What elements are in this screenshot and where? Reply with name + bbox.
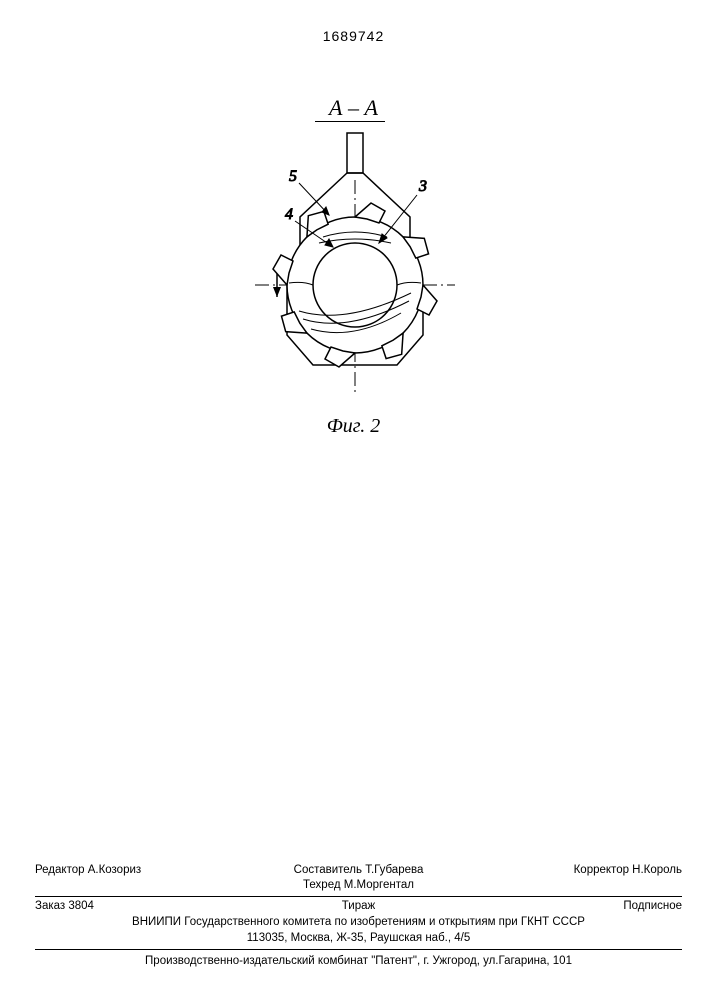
footer-printer: Производственно-издательский комбинат "П… bbox=[35, 954, 682, 970]
callout-3: 3 bbox=[418, 178, 427, 195]
footer-corrector: Корректор Н.Король bbox=[466, 863, 682, 894]
footer-divider bbox=[35, 949, 682, 950]
figure-caption: Фиг. 2 bbox=[0, 415, 707, 438]
footer-editor: Редактор А.Козориз bbox=[35, 863, 251, 894]
callout-5: 5 bbox=[289, 168, 297, 185]
footer: Редактор А.Козориз Составитель Т.Губарев… bbox=[35, 863, 682, 970]
patent-number: 1689742 bbox=[0, 28, 707, 44]
figure-2: 5 4 3 bbox=[195, 125, 515, 425]
section-underline bbox=[315, 121, 385, 122]
footer-techred: Техред М.Моргентал bbox=[251, 878, 467, 894]
inner-hub bbox=[313, 243, 397, 327]
footer-org: ВНИИПИ Государственного комитета по изоб… bbox=[35, 915, 682, 931]
footer-tirage: Тираж bbox=[251, 899, 467, 915]
callout-4: 4 bbox=[285, 206, 293, 223]
footer-order: Заказ 3804 bbox=[35, 899, 251, 915]
footer-subscription: Подписное bbox=[466, 899, 682, 915]
footer-address: 113035, Москва, Ж-35, Раушская наб., 4/5 bbox=[35, 931, 682, 947]
section-label: А – А bbox=[0, 95, 707, 121]
footer-compiler: Составитель Т.Губарева bbox=[251, 863, 467, 879]
